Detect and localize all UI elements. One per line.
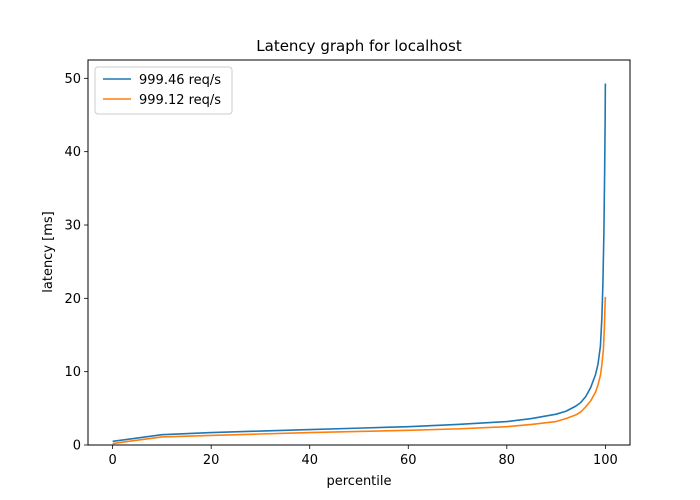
y-tick-label: 0 — [73, 439, 81, 454]
y-tick-label: 50 — [64, 72, 81, 87]
legend-label-2: 999.12 req/s — [139, 93, 221, 108]
legend: 999.46 req/s 999.12 req/s — [94, 66, 233, 115]
y-tick-label: 10 — [64, 365, 81, 380]
x-axis-label: percentile — [326, 474, 391, 489]
y-axis-label: latency [ms] — [41, 211, 56, 292]
x-axis-ticks: 0 20 40 60 80 100 — [108, 445, 618, 468]
series-line-2 — [112, 296, 607, 445]
plot-frame — [87, 59, 631, 446]
x-tick-label: 20 — [203, 453, 220, 468]
x-tick-label: 40 — [301, 453, 318, 468]
x-tick-label: 0 — [108, 453, 116, 468]
legend-label-1: 999.46 req/s — [139, 73, 221, 88]
plot-background — [88, 60, 630, 445]
x-tick-label: 60 — [400, 453, 417, 468]
series-line-1 — [112, 83, 607, 443]
y-tick-label: 30 — [64, 219, 81, 234]
y-tick-label: 40 — [64, 145, 81, 160]
x-tick-label: 80 — [499, 453, 516, 468]
x-tick-label: 100 — [593, 453, 618, 468]
y-tick-label: 20 — [64, 292, 81, 307]
chart-title: Latency graph for localhost — [256, 37, 462, 55]
y-axis-ticks: 0 10 20 30 40 50 — [64, 72, 88, 454]
series-layer — [112, 83, 607, 445]
